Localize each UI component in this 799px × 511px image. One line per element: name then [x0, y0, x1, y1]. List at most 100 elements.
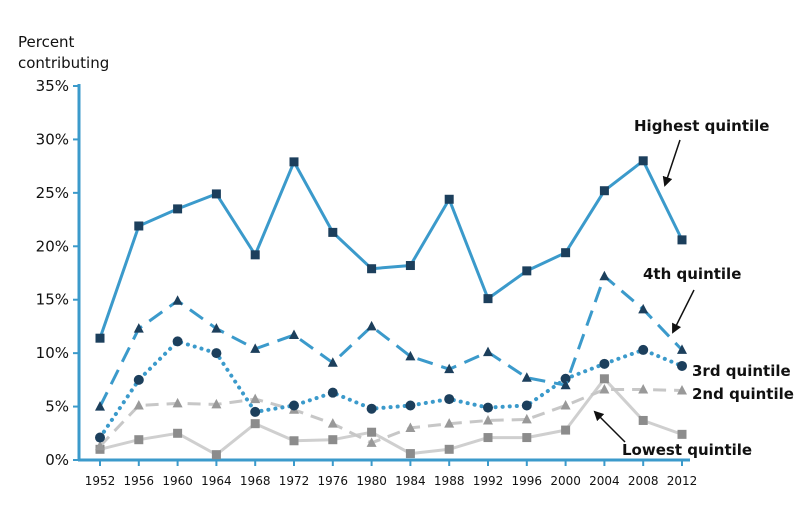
data-point [95, 440, 105, 451]
data-point [327, 387, 338, 398]
data-point [250, 406, 261, 417]
data-point [211, 398, 222, 409]
data-point [483, 346, 493, 357]
data-point [599, 374, 609, 384]
x-tick-label: 1992 [473, 474, 504, 488]
data-point [327, 357, 338, 367]
x-tick-label: 1988 [434, 474, 465, 488]
data-point [405, 400, 416, 411]
data-point [521, 413, 532, 424]
x-tick-label: 2004 [589, 474, 620, 488]
data-point [289, 157, 299, 167]
data-point [289, 400, 299, 411]
data-point [133, 400, 144, 410]
x-tick-label: 1956 [124, 474, 155, 488]
data-point [134, 221, 144, 231]
data-point [677, 344, 687, 354]
data-point [638, 383, 649, 394]
data-point [638, 415, 648, 425]
data-point [95, 401, 105, 411]
data-point [599, 186, 609, 196]
data-point [328, 435, 338, 445]
series-line [98, 339, 684, 440]
data-point [522, 433, 532, 443]
x-tick-label: 1976 [318, 474, 349, 488]
y-axis-label-line-1: Percent [18, 33, 75, 51]
y-tick-label: 5% [45, 398, 69, 416]
data-point [444, 444, 454, 454]
y-tick-label: 10% [36, 344, 69, 362]
data-point [95, 333, 105, 343]
data-point [289, 436, 299, 446]
data-point [327, 418, 338, 428]
data-point [405, 350, 416, 361]
data-point [677, 385, 687, 395]
data-point [561, 248, 571, 258]
series-line [98, 159, 684, 339]
x-tick-label: 2012 [667, 474, 698, 488]
x-tick-label: 2008 [628, 474, 659, 488]
series-2nd-quintile [95, 383, 687, 451]
data-point [560, 379, 571, 390]
data-point [638, 156, 648, 166]
data-point [405, 261, 415, 271]
y-tick-label: 20% [36, 237, 69, 255]
x-tick-label: 1964 [201, 474, 232, 488]
data-point [444, 394, 455, 405]
data-point [95, 432, 105, 443]
data-point [405, 422, 416, 432]
series-line [98, 274, 684, 408]
y-tick-label: 25% [36, 184, 69, 202]
data-point [521, 400, 532, 411]
data-point [172, 397, 183, 408]
data-point [134, 435, 144, 445]
x-tick-label: 1980 [356, 474, 387, 488]
data-point [677, 429, 687, 439]
data-point [677, 360, 687, 371]
label-4th-quintile: 4th quintile [643, 265, 741, 283]
data-point [483, 402, 493, 413]
data-point [444, 194, 454, 204]
x-tick-label: 1960 [162, 474, 193, 488]
series-line [99, 377, 683, 457]
data-point [250, 393, 261, 404]
data-point [250, 419, 260, 429]
data-point [366, 403, 377, 414]
data-point [561, 425, 571, 435]
arrow-lowest-quintile [593, 410, 626, 443]
data-point [483, 433, 493, 443]
data-point [677, 235, 687, 245]
data-point [172, 336, 183, 347]
data-point [367, 427, 377, 437]
data-point [366, 320, 377, 331]
x-tick-label: 2000 [550, 474, 581, 488]
data-point [444, 363, 455, 374]
x-tick-label: 1952 [85, 474, 116, 488]
data-point [173, 204, 183, 214]
data-point [133, 374, 144, 385]
label-3rd-quintile: 3rd quintile [692, 362, 791, 380]
series-lowest-quintile [95, 374, 687, 460]
data-point [521, 372, 532, 382]
data-point [599, 270, 610, 281]
data-point [483, 414, 493, 425]
data-point [172, 295, 183, 305]
data-point [405, 449, 415, 459]
data-point [522, 266, 532, 276]
y-axis-label-line-2: contributing [18, 54, 109, 72]
data-point [599, 383, 610, 394]
series-layer [95, 156, 687, 460]
y-tick-label: 35% [36, 77, 69, 95]
data-point [367, 264, 377, 274]
data-point [211, 189, 221, 199]
arrow-4th-quintile [672, 289, 695, 334]
data-point [289, 329, 299, 339]
label-2nd-quintile: 2nd quintile [692, 385, 794, 403]
series-3rd-quintile [95, 336, 687, 443]
x-tick-label: 1972 [279, 474, 310, 488]
data-point [638, 344, 649, 355]
data-point [328, 227, 338, 237]
data-point [211, 450, 221, 460]
x-tick-label: 1968 [240, 474, 271, 488]
